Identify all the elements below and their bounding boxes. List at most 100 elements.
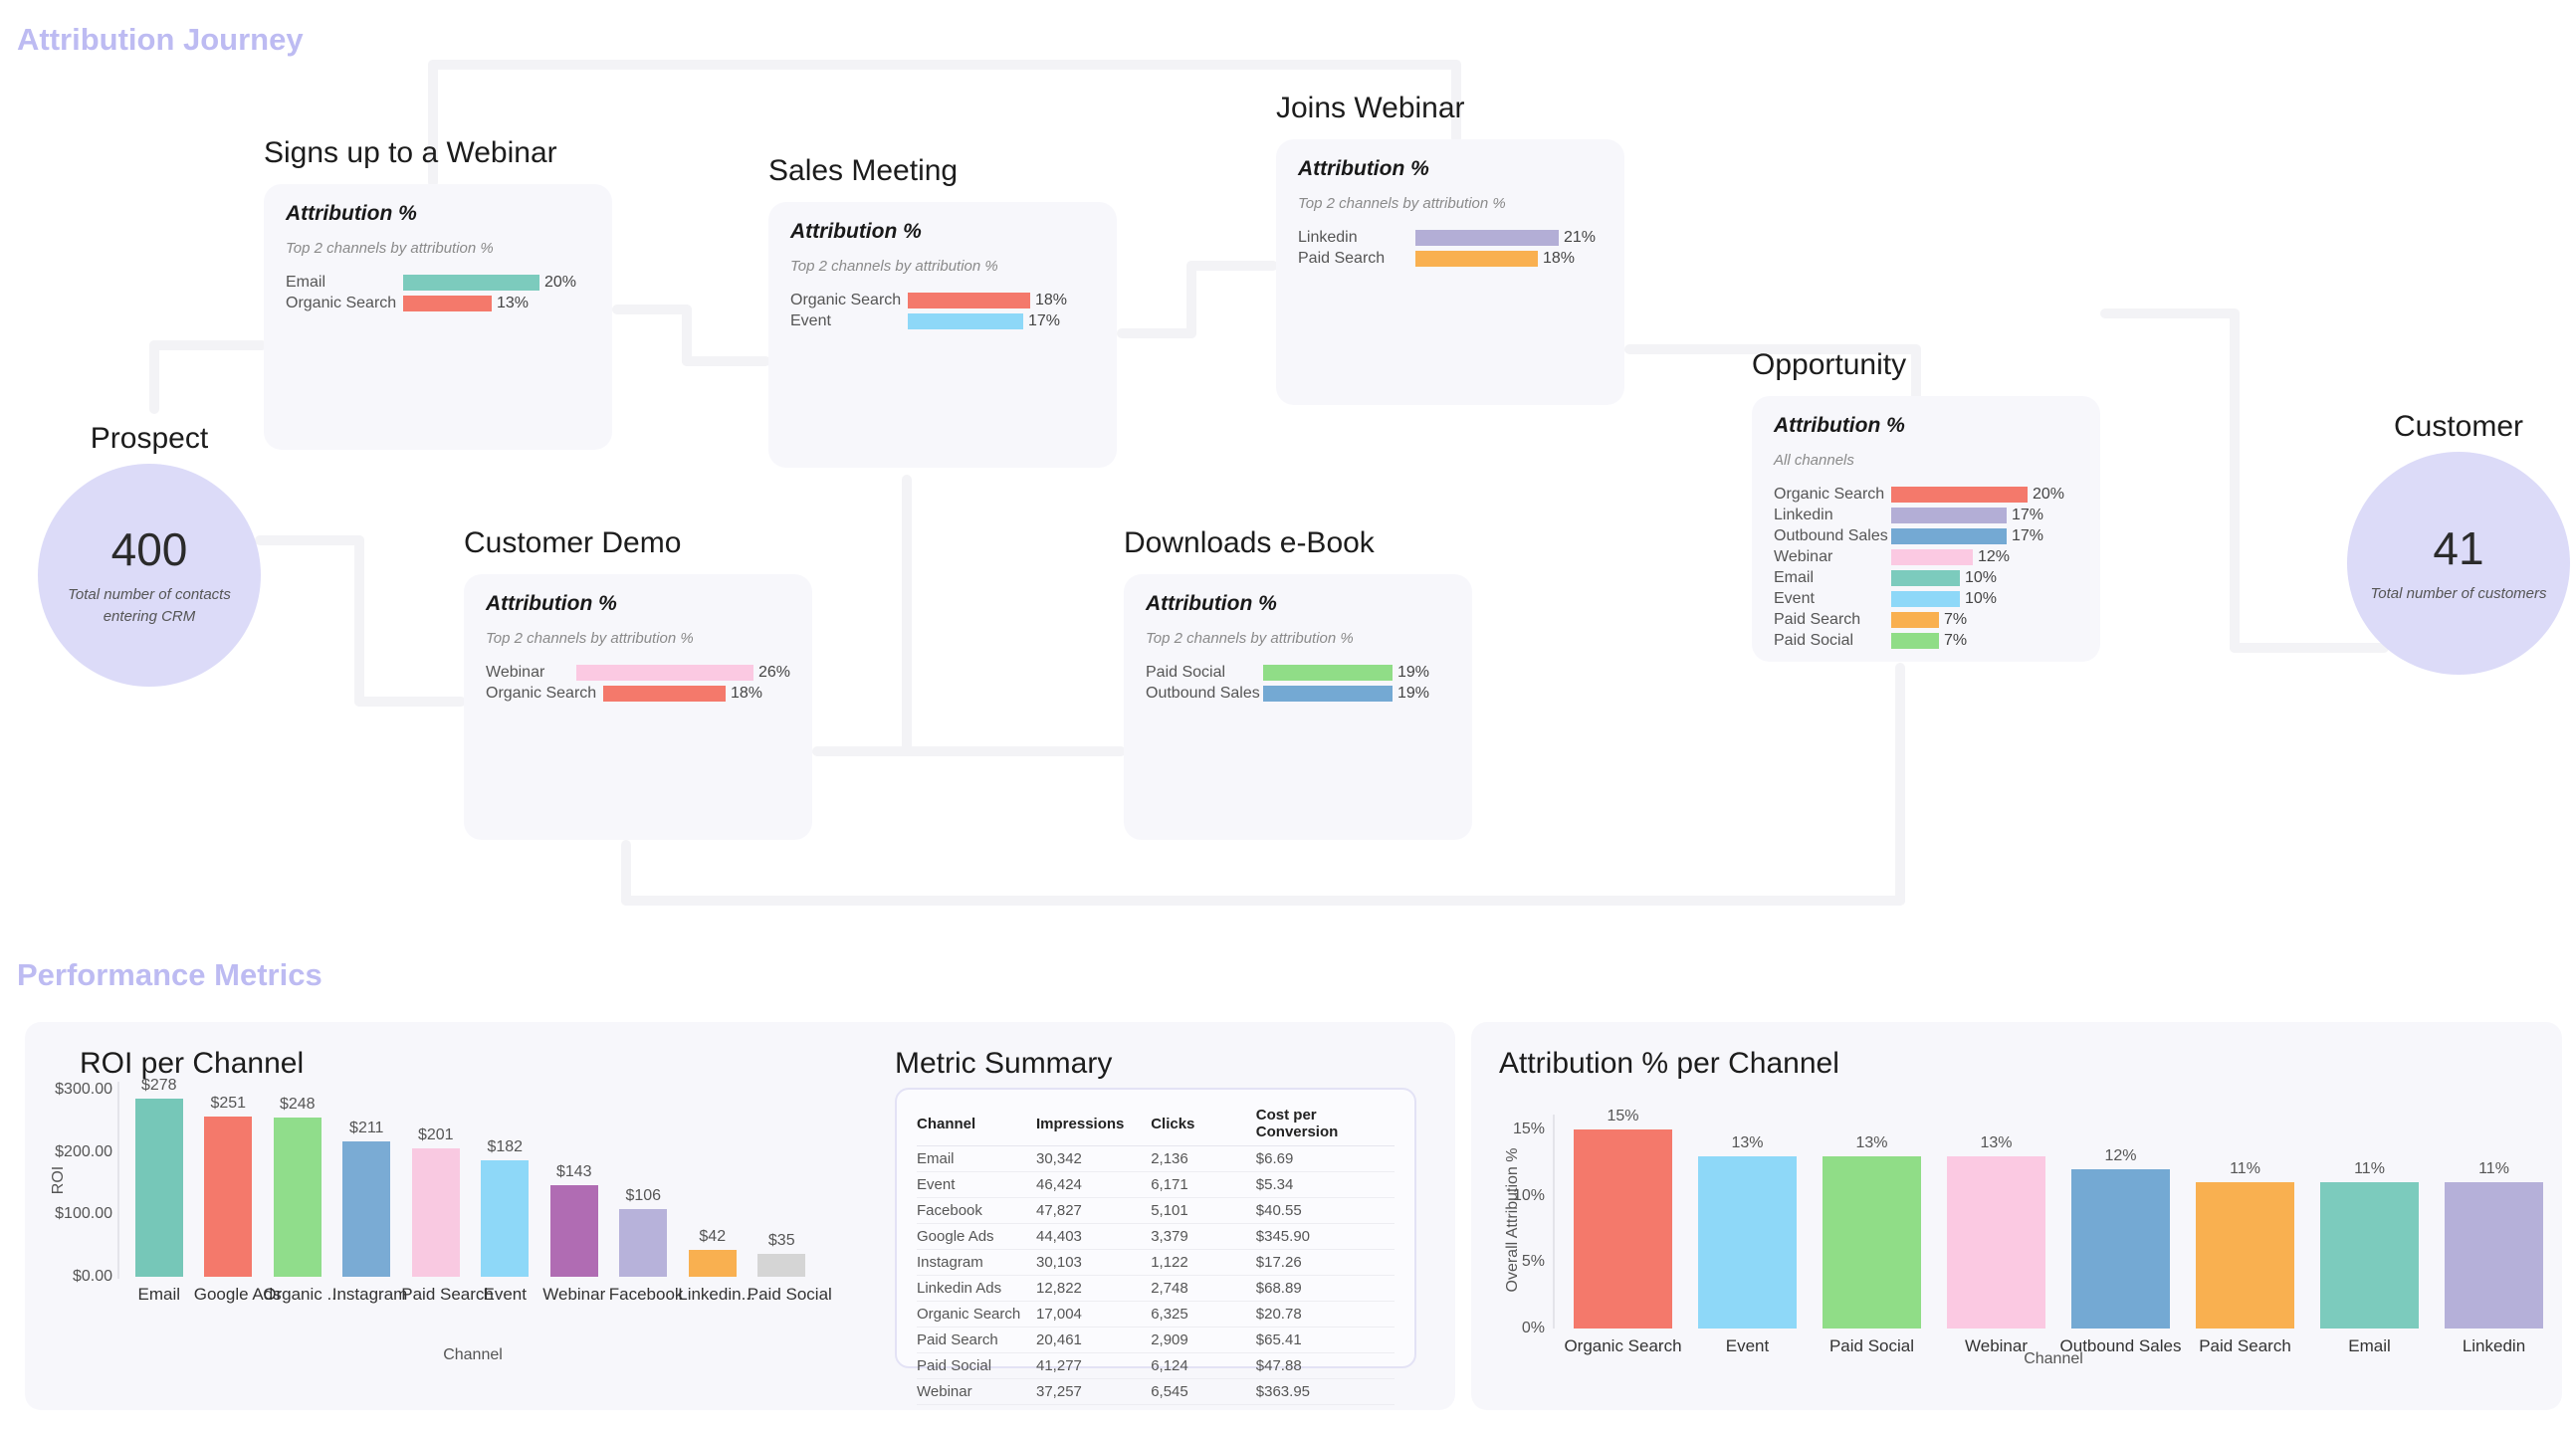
bar-organic-[interactable]	[273, 1118, 322, 1277]
channel-bar[interactable]	[575, 664, 753, 681]
bar-google-ads[interactable]	[204, 1117, 253, 1277]
metric-table-cell: Email	[917, 1145, 1036, 1172]
y-tick: 0%	[1521, 1320, 1545, 1336]
channel-row: Paid Search 18%	[1298, 248, 1603, 269]
bar-outbound-sales[interactable]	[2071, 1169, 2170, 1329]
bar-paid-search[interactable]	[2196, 1182, 2294, 1329]
journey-step-card-downloads_ebook[interactable]: Attribution % Top 2 channels by attributi…	[1124, 574, 1472, 840]
card-subtitle: Top 2 channels by attribution %	[1298, 195, 1506, 212]
metric-table-cell: 30,342	[1036, 1145, 1152, 1172]
connector-signsup-sales-h2	[682, 356, 770, 366]
connector-prospect-demo-h2	[354, 697, 466, 707]
connector-bottom-right-v	[1895, 663, 1905, 906]
metric-table-header: Clicks	[1151, 1102, 1256, 1146]
metric-table-cell: 2,748	[1151, 1275, 1256, 1302]
card-subtitle: Top 2 channels by attribution %	[1146, 630, 1354, 647]
channel-row: Paid Social 19%	[1146, 662, 1450, 683]
channel-bar[interactable]	[1263, 664, 1393, 681]
channel-label: Event	[790, 311, 831, 329]
channel-bar[interactable]	[1891, 507, 2007, 523]
journey-step-card-customer_demo[interactable]: Attribution % Top 2 channels by attributi…	[464, 574, 812, 840]
channel-label: Outbound Sales	[1774, 526, 1888, 544]
connector-joins-opportunity-v	[1911, 344, 1921, 402]
bar-value-label: 13%	[1980, 1134, 2013, 1151]
channel-bar[interactable]	[403, 274, 539, 291]
customer-node[interactable]: 41 Total number of customers	[2347, 452, 2570, 675]
channel-pct: 18%	[1035, 291, 1068, 308]
channel-bar[interactable]	[908, 312, 1023, 329]
channel-bar[interactable]	[1891, 527, 2007, 544]
channel-pct: 18%	[1543, 249, 1576, 267]
channel-bar[interactable]	[1891, 611, 1939, 628]
channel-row: Organic Search 20%	[1774, 484, 2078, 505]
channel-bar[interactable]	[603, 685, 726, 702]
bar-webinar[interactable]	[549, 1185, 598, 1277]
bar-organic-search[interactable]	[1574, 1129, 1672, 1329]
roi-bars: $278 $251 $248 $211 $201 $182 $143 $106 $42 $35	[124, 1061, 816, 1277]
journey-step-title-sales_meeting: Sales Meeting	[768, 154, 959, 187]
channel-bar[interactable]	[1891, 569, 1960, 586]
channel-bar[interactable]	[1891, 548, 1973, 565]
bar-paid-search[interactable]	[411, 1148, 460, 1277]
bar-cell: $35	[748, 1061, 816, 1277]
channel-row: Email 10%	[1774, 567, 2078, 588]
channel-pct: 13%	[497, 294, 530, 311]
channel-pct: 12%	[1978, 547, 2011, 565]
bar-paid-social[interactable]	[1823, 1156, 1921, 1329]
channel-bar[interactable]	[1415, 229, 1559, 246]
bar-event[interactable]	[1698, 1156, 1797, 1329]
channel-pct: 19%	[1397, 684, 1430, 702]
metric-table-cell: 20,461	[1036, 1327, 1152, 1353]
channel-row: Outbound Sales 19%	[1146, 683, 1450, 704]
channel-bar[interactable]	[1263, 685, 1393, 702]
channel-bar[interactable]	[1415, 250, 1538, 267]
channel-label: Organic Search	[790, 291, 902, 308]
bar-email[interactable]	[2320, 1182, 2419, 1329]
bar-cell: 13%	[1685, 1089, 1810, 1329]
metric-table-cell: Event	[917, 1171, 1036, 1198]
metric-table-cell: $40.55	[1255, 1197, 1395, 1224]
roi-chart-title: ROI per Channel	[80, 1047, 305, 1080]
metric-table-row: Facebook 47,827 5,101 $40.55	[917, 1197, 1395, 1224]
metric-summary-table: Channel Impressions Clicks Cost per Convers…	[917, 1102, 1395, 1405]
bar-value-label: 12%	[2104, 1147, 2137, 1164]
card-subtitle: Top 2 channels by attribution %	[790, 258, 998, 275]
bar-category-label: Event	[1725, 1336, 1770, 1355]
bar-cell: 11%	[2183, 1089, 2307, 1329]
journey-step-title-customer_demo: Customer Demo	[464, 526, 682, 559]
metric-table-cell: Linkedin Ads	[917, 1275, 1036, 1302]
channel-bar[interactable]	[403, 295, 492, 311]
journey-step-card-opportunity[interactable]: Attribution % All channels Organic Search 2…	[1752, 396, 2100, 662]
connector-signsup-sales-h1	[612, 305, 692, 314]
customer-caption: Total number of customers	[2370, 584, 2547, 602]
channel-bar[interactable]	[1891, 486, 2028, 503]
connector-top-left-drop	[428, 60, 438, 187]
connector-prospect-up-h	[149, 340, 267, 350]
prospect-node[interactable]: 400 Total number of contacts entering CR…	[38, 464, 261, 687]
metric-summary-table-card: Channel Impressions Clicks Cost per Convers…	[895, 1088, 1416, 1405]
channel-bar[interactable]	[1891, 590, 1960, 607]
bar-category-label: Linkedin	[2462, 1336, 2526, 1355]
journey-step-card-signs_up[interactable]: Attribution % Top 2 channels by attributi…	[264, 184, 612, 450]
bar-instagram[interactable]	[342, 1141, 391, 1277]
card-head-attribution: Attribution %	[1298, 157, 1429, 180]
bar-webinar[interactable]	[1947, 1156, 2045, 1329]
journey-step-card-sales_meeting[interactable]: Attribution % Top 2 channels by attributi…	[768, 202, 1117, 468]
y-tick: $300.00	[55, 1081, 112, 1098]
customer-node-title: Customer	[2393, 410, 2524, 443]
metric-table-row: Paid Social 41,277 6,124 $47.88	[917, 1352, 1395, 1379]
bar-linkedin[interactable]	[2445, 1182, 2543, 1329]
channel-bar[interactable]	[908, 292, 1030, 308]
channel-bar[interactable]	[1891, 632, 1939, 649]
bar-value-label: $248	[279, 1096, 316, 1113]
channel-pct: 18%	[731, 684, 763, 702]
bar-facebook[interactable]	[619, 1209, 668, 1277]
metric-table-cell: Instagram	[917, 1249, 1036, 1276]
metric-table-row: Paid Search 20,461 2,909 $65.41	[917, 1327, 1395, 1353]
journey-step-card-joins_webinar[interactable]: Attribution % Top 2 channels by attributi…	[1276, 139, 1624, 405]
bar-event[interactable]	[481, 1160, 530, 1277]
bar-linkedin-[interactable]	[688, 1250, 737, 1277]
bar-paid-social[interactable]	[757, 1254, 806, 1277]
bar-email[interactable]	[134, 1099, 183, 1277]
